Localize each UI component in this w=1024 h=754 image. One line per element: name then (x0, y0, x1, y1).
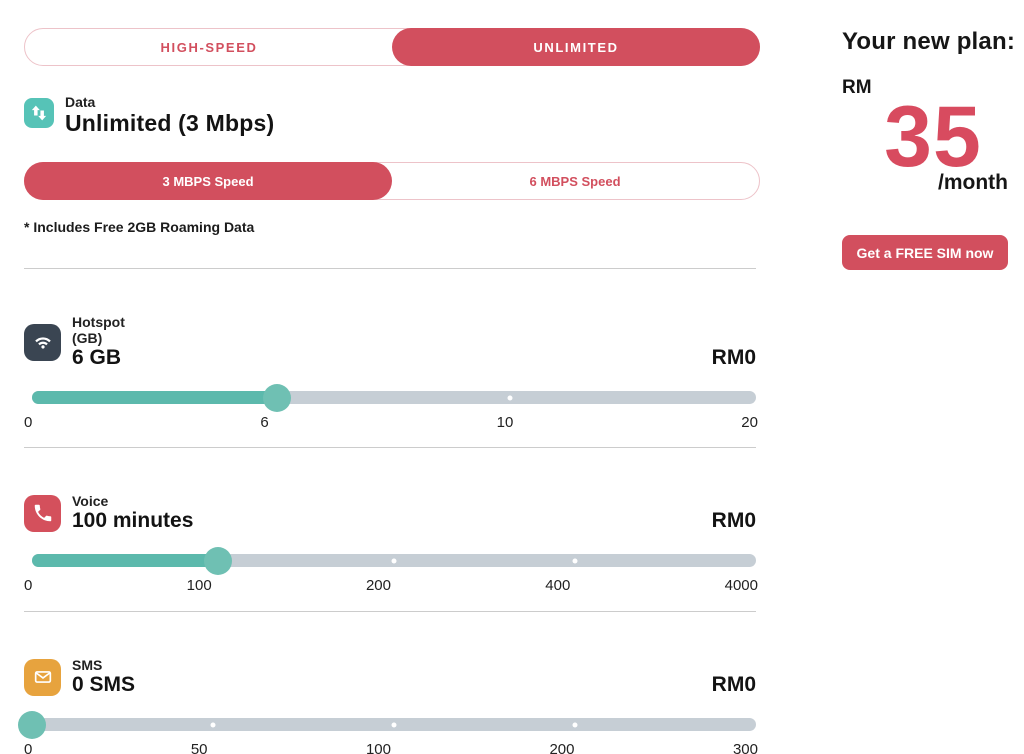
hotspot-labels: Hotspot (GB) 6 GB (72, 314, 125, 370)
hotspot-price: RM0 (711, 346, 756, 369)
plan-summary-title: Your new plan: (842, 28, 1016, 55)
sms-slider-handle[interactable] (18, 710, 46, 739)
voice-tick-labels: 0 100 200 400 4000 (24, 577, 760, 594)
sms-price: RM0 (711, 673, 756, 696)
speed-toggle: 3 MBPS Speed 6 MBPS Speed (24, 162, 760, 200)
sms-labels: SMS 0 SMS (72, 657, 135, 697)
hotspot-sublabel: (GB) (72, 330, 103, 346)
voice-slider-fill (32, 554, 219, 567)
tick-label: 200 (549, 741, 575, 754)
voice-labels: Voice 100 minutes (72, 493, 193, 533)
get-free-sim-button[interactable]: Get a FREE SIM now (842, 235, 1008, 270)
plan-summary-panel: Your new plan: RM 35 /month Get a FREE S… (842, 28, 1016, 754)
plan-type-toggle: HIGH-SPEED UNLIMITED (24, 28, 760, 66)
configurator-column: HIGH-SPEED UNLIMITED Data Unlimited (3 M… (18, 28, 760, 754)
hotspot-slider-fill (32, 391, 278, 404)
section-divider (24, 447, 756, 448)
tick-label: 100 (365, 741, 391, 754)
hotspot-slider (24, 383, 756, 412)
plan-period: /month (938, 171, 1008, 194)
slider-stop-dot (210, 722, 216, 727)
data-feature-text: Data Unlimited (3 Mbps) (65, 94, 274, 137)
sms-section: SMS 0 SMS RM0 0 50 100 200 300 (18, 612, 760, 754)
tick-label: 6 (260, 414, 269, 431)
sms-slider-track[interactable] (18, 710, 756, 739)
voice-header: Voice 100 minutes RM0 (24, 493, 760, 533)
hotspot-slider-track[interactable] (32, 383, 756, 412)
phone-icon (24, 494, 61, 532)
data-feature-label: Data (65, 94, 96, 110)
data-feature-value: Unlimited (3 Mbps) (65, 110, 275, 136)
hotspot-tick-labels: 0 6 10 20 (24, 414, 760, 431)
tick-label: 100 (186, 577, 212, 594)
slider-stop-dot (507, 395, 513, 400)
tick-label: 200 (365, 577, 391, 594)
section-divider (24, 268, 756, 269)
wifi-icon (24, 323, 61, 361)
slider-stop-dot (391, 722, 397, 727)
toggle-option-high-speed[interactable]: HIGH-SPEED (160, 39, 258, 55)
slider-stop-dot (572, 558, 578, 563)
hotspot-header: Hotspot (GB) 6 GB RM0 (24, 314, 760, 370)
slider-stop-dot (391, 558, 397, 563)
tick-label: 10 (496, 414, 514, 431)
sms-label: SMS (72, 657, 103, 673)
tick-label: 20 (741, 414, 758, 431)
slider-stop-dot (572, 722, 578, 727)
hotspot-section: Hotspot (GB) 6 GB RM0 0 6 10 20 (24, 269, 760, 431)
voice-section: Voice 100 minutes RM0 0 100 200 400 4000 (24, 448, 760, 594)
tick-label: 300 (732, 741, 758, 754)
toggle-option-6mbps[interactable]: 6 MBPS Speed (529, 173, 621, 189)
data-arrows-icon (24, 98, 54, 128)
sms-tick-labels: 0 50 100 200 300 (24, 741, 760, 754)
toggle-option-3mbps[interactable]: 3 MBPS Speed (24, 162, 392, 200)
roaming-note: * Includes Free 2GB Roaming Data (24, 219, 255, 235)
voice-slider (24, 546, 756, 575)
voice-slider-track[interactable] (32, 546, 756, 575)
plan-currency: RM (842, 77, 872, 98)
hotspot-slider-handle[interactable] (263, 383, 292, 412)
tick-label: 0 (24, 414, 33, 431)
tick-label: 0 (24, 741, 33, 754)
envelope-icon (24, 658, 61, 696)
toggle-option-unlimited[interactable]: UNLIMITED (392, 28, 760, 66)
hotspot-label: Hotspot (72, 314, 125, 330)
sms-value: 0 SMS (72, 673, 136, 696)
plan-price: 35 (884, 89, 982, 185)
sms-header: SMS 0 SMS RM0 (24, 657, 760, 697)
tick-label: 4000 (724, 577, 758, 594)
hotspot-value: 6 GB (72, 346, 122, 369)
tick-label: 400 (545, 577, 571, 594)
voice-slider-handle[interactable] (204, 546, 233, 575)
voice-value: 100 minutes (72, 509, 194, 532)
sms-slider (18, 710, 756, 739)
section-divider (24, 611, 756, 612)
tick-label: 0 (24, 577, 33, 594)
voice-label: Voice (72, 493, 109, 509)
voice-price: RM0 (711, 509, 756, 532)
data-feature-row: Data Unlimited (3 Mbps) (24, 94, 760, 137)
tick-label: 50 (190, 741, 208, 754)
